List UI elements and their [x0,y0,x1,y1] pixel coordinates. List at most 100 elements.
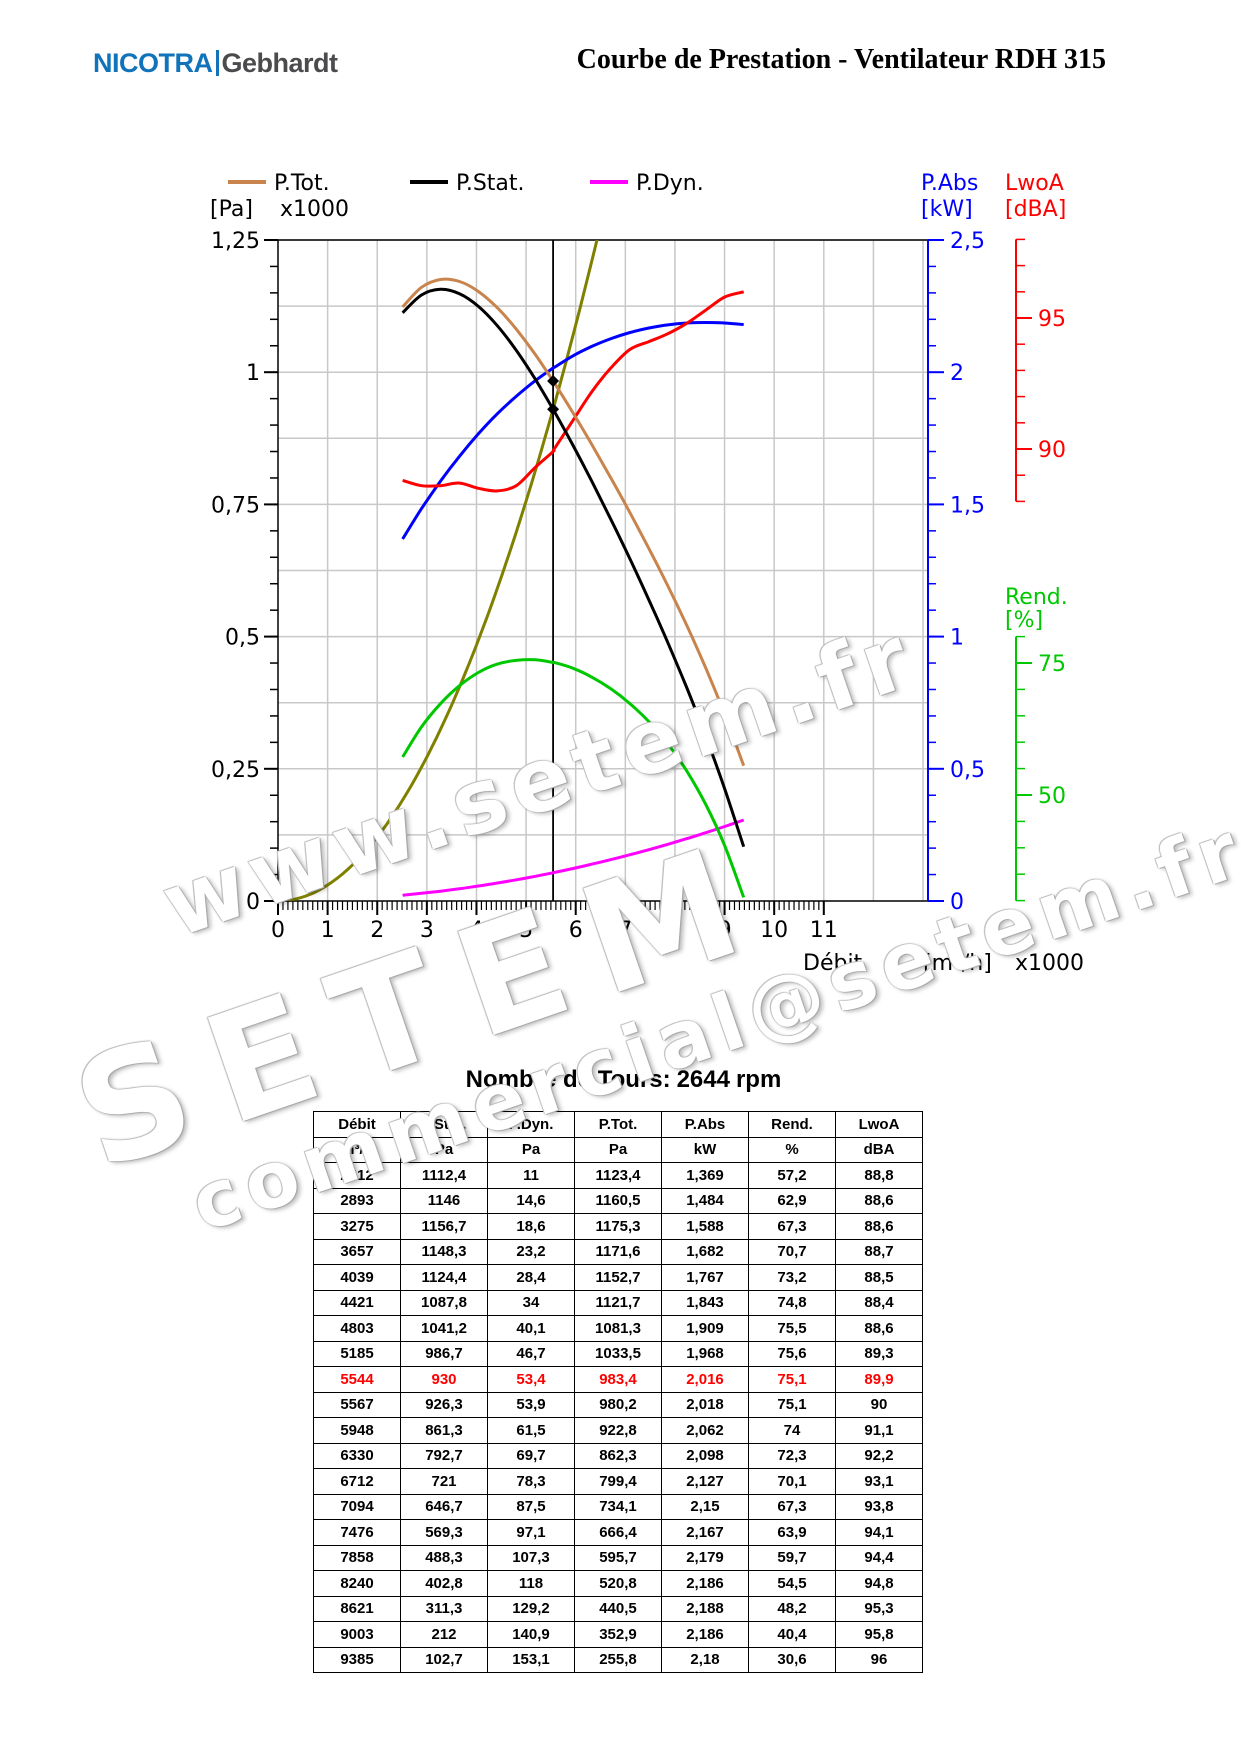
table-cell: 30,6 [748,1646,836,1673]
table-row-operating-point: 5544 930 53,4 983,4 2,016 75,1 89,9 [313,1366,923,1393]
table-row: 3275 1156,7 18,6 1175,3 1,588 67,3 88,6 [313,1213,923,1240]
table-cell: 91,1 [835,1417,923,1444]
table-cell: 92,2 [835,1442,923,1469]
table-cell: 1087,8 [400,1289,488,1316]
table-cell: 2,127 [661,1468,749,1495]
table-cell: 11 [487,1162,575,1189]
table-cell: 61,5 [487,1417,575,1444]
table-cell: 352,9 [574,1621,662,1648]
x-axis-tick-label: 7 [618,918,632,943]
legend-label: P.Stat. [456,171,525,196]
table-row: 5185 986,7 46,7 1033,5 1,968 75,6 89,3 [313,1340,923,1367]
rpm-title: Nombre de Tours: 2644 rpm [0,1066,1241,1094]
table-cell: 734,1 [574,1493,662,1520]
table-cell: 440,5 [574,1595,662,1622]
x-axis-tick-label: 4 [469,918,483,943]
logo-part-gebhardt: Gebhardt [221,48,339,78]
pabs-curve [401,320,744,540]
table-cell: 57,2 [748,1162,836,1189]
table-cell: 95,3 [835,1595,923,1622]
table-row: 7476 569,3 97,1 666,4 2,167 63,9 94,1 [313,1519,923,1546]
table-cell: 5567 [313,1391,401,1418]
x-axis-tick-label: 5 [519,918,533,943]
table-cell: 48,2 [748,1595,836,1622]
table-cell: 72,3 [748,1442,836,1469]
table-row: 4803 1041,2 40,1 1081,3 1,909 75,5 88,6 [313,1315,923,1342]
table-row: 8621 311,3 129,2 440,5 2,188 48,2 95,3 [313,1595,923,1622]
table-cell: 95,8 [835,1621,923,1648]
pstat-curve [401,287,746,848]
table-cell: 8240 [313,1570,401,1597]
table-cell: 986,7 [400,1340,488,1367]
page-title: Courbe de Prestation - Ventilateur RDH 3… [576,44,1106,75]
table-cell: 69,7 [487,1442,575,1469]
table-cell: 7094 [313,1493,401,1520]
table-cell: 311,3 [400,1595,488,1622]
table-cell: 666,4 [574,1519,662,1546]
x-axis-tick-label: 6 [569,918,583,943]
x-axis-tick-label: 9 [718,918,732,943]
x-axis-tick-label: 11 [810,918,838,943]
x-axis-tick-label: 3 [420,918,434,943]
table-unit-cell: Pa [574,1136,662,1163]
table-cell: 926,3 [400,1391,488,1418]
table-cell: 1,968 [661,1340,749,1367]
table-cell: 70,7 [748,1238,836,1265]
table-cell: 3657 [313,1238,401,1265]
pabs-axis-tick-label: 1 [950,626,964,651]
table-cell: 1,588 [661,1213,749,1240]
table-cell: 40,4 [748,1621,836,1648]
table-cell: 93,1 [835,1468,923,1495]
table-cell: 1152,7 [574,1264,662,1291]
pdyn-curve [402,818,745,897]
lwoa-curve [402,290,745,493]
table-header-cell: Débit [313,1111,401,1138]
table-cell: 28,4 [487,1264,575,1291]
table-row: 4421 1087,8 34 1121,7 1,843 74,8 88,4 [313,1289,923,1316]
rend-axis-tick-label: 75 [1038,652,1066,677]
table-cell: 2512 [313,1162,401,1189]
table-cell: 9003 [313,1621,401,1648]
table-cell: 1,369 [661,1162,749,1189]
rpm-unit: rpm [735,1066,782,1093]
table-cell: 1160,5 [574,1187,662,1214]
table-cell: 18,6 [487,1213,575,1240]
table-cell: 96 [835,1646,923,1673]
table-cell: 5948 [313,1417,401,1444]
logo-part-nicotra: NICOTRA [93,48,213,78]
brand-logo: NICOTRA Gebhardt [93,48,338,79]
left-axis-tick-label: 0,75 [211,493,260,518]
table-cell: 97,1 [487,1519,575,1546]
table-cell: 2,098 [661,1442,749,1469]
table-cell: 88,6 [835,1315,923,1342]
table-cell: 88,6 [835,1187,923,1214]
table-cell: 59,7 [748,1544,836,1571]
table-cell: 2,016 [661,1366,749,1393]
table-units-row: m³/h Pa Pa Pa kW% dBA [313,1136,923,1163]
rpm-value: 2644 [676,1066,730,1093]
table-cell: 88,4 [835,1289,923,1316]
table-header-row: Débit P.Stat. P.Dyn. P.Tot. P.Abs Rend. LwoA [313,1111,923,1138]
chart-grid [277,239,929,902]
table-cell: 1081,3 [574,1315,662,1342]
table-cell: 1124,4 [400,1264,488,1291]
lwoa-axis-tick-label: 95 [1038,307,1066,332]
left-axis-tick-label: 1 [246,361,260,386]
table-cell: 1175,3 [574,1213,662,1240]
table-cell: 646,7 [400,1493,488,1520]
table-row: 9003 212 140,9 352,9 2,186 40,4 95,8 [313,1621,923,1648]
table-cell: 90 [835,1391,923,1418]
table-row: 2512 1112,4 11 1123,4 1,369 57,2 88,8 [313,1162,923,1189]
table-cell: 721 [400,1468,488,1495]
lwoa-axis-title: LwoA [1005,171,1064,196]
table-cell: 102,7 [400,1646,488,1673]
lwoa-axis-tick-label: 90 [1038,438,1066,463]
table-cell: 5544 [313,1366,401,1393]
pabs-axis-tick-label: 0,5 [950,758,985,783]
table-cell: 488,3 [400,1544,488,1571]
table-header-cell: P.Abs [661,1111,749,1138]
rend-curve [401,658,746,898]
table-header-cell: Rend. [748,1111,836,1138]
x-axis-label: Débit [803,951,863,976]
